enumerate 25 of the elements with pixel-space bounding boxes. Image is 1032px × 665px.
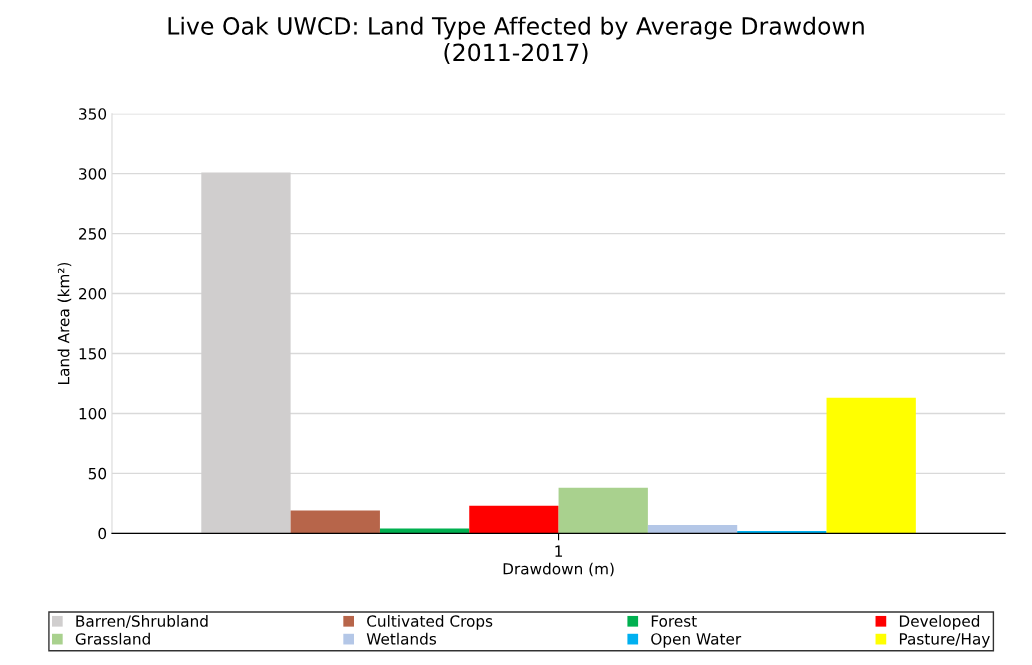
- legend-label: Barren/Shrubland: [76, 615, 208, 629]
- legend-label: Grassland: [75, 632, 150, 645]
- legend-label: Cultivated Crops: [367, 615, 493, 630]
- y-tick-label: 100: [79, 407, 107, 420]
- x-axis-title: Drawdown (m): [503, 562, 614, 577]
- x-tick-label: 1: [555, 545, 563, 557]
- legend-label: Developed: [899, 615, 980, 630]
- chart-title: Live Oak UWCD: Land Type Affected by Average Drawdown (2011-2017): [168, 16, 864, 65]
- y-tick-label: 200: [79, 288, 107, 300]
- legend-label: Forest: [651, 615, 697, 627]
- bar: [469, 505, 559, 534]
- bar: [826, 397, 916, 534]
- bar: [290, 510, 380, 534]
- y-tick-label: 150: [79, 347, 107, 360]
- bar: [647, 524, 738, 534]
- legend-label: Wetlands: [366, 632, 437, 645]
- y-axis-title: Land Area (km²): [57, 262, 72, 384]
- legend-label: Pasture/Hay: [899, 633, 990, 648]
- y-tick-label: 50: [88, 467, 107, 480]
- bar: [558, 487, 648, 534]
- legend-label: Open Water: [651, 633, 742, 648]
- y-tick-label: 250: [79, 228, 107, 240]
- y-tick-label: 300: [79, 168, 107, 180]
- y-tick-label: 0: [98, 527, 107, 540]
- y-tick-label: 350: [79, 108, 107, 120]
